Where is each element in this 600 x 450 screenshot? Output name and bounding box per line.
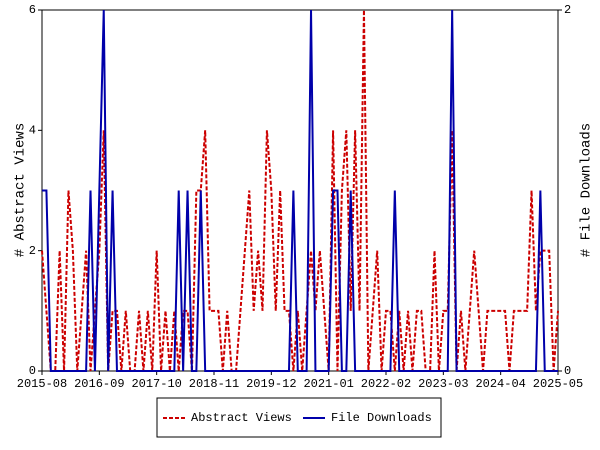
series-line: [41, 9, 559, 372]
plot-frame: [41, 9, 559, 372]
y-tick-label: 4: [29, 124, 36, 138]
legend-box: [156, 397, 442, 438]
y-axis-label: # Abstract Views: [13, 123, 29, 257]
x-tick-label: 2022-02: [361, 377, 411, 391]
x-tick-label: 2016-09: [74, 377, 124, 391]
legend-label: Abstract Views: [191, 411, 292, 425]
x-tick-label: 2019-12: [246, 377, 296, 391]
x-tick-label: 2018-11: [189, 377, 239, 391]
y2-axis-label: # File Downloads: [579, 123, 595, 257]
x-tick-label: 2017-10: [131, 377, 181, 391]
x-tick-label: 2025-05: [533, 377, 583, 391]
x-tick-label: 2015-08: [17, 377, 67, 391]
y2-tick-label: 0: [564, 364, 571, 378]
y-tick-label: 2: [29, 244, 36, 258]
y2-tick-label: 2: [564, 3, 571, 17]
x-tick-label: 2021-01: [303, 377, 353, 391]
y-tick-label: 6: [29, 3, 36, 17]
x-tick-label: 2023-03: [418, 377, 468, 391]
series-line: [42, 9, 558, 372]
x-tick-label: 2024-04: [475, 377, 525, 391]
y-tick-label: 0: [29, 364, 36, 378]
legend-label: File Downloads: [331, 411, 432, 425]
